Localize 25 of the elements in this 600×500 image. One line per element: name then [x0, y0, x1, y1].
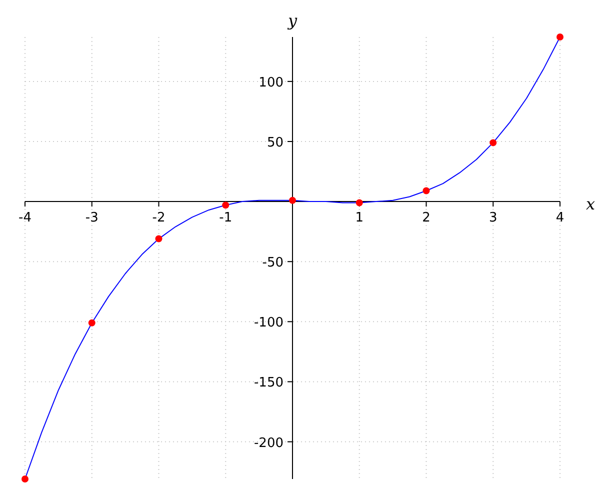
point	[289, 196, 296, 204]
point	[155, 235, 162, 242]
point	[556, 34, 564, 40]
point	[88, 319, 96, 326]
x-tick-label: 1	[355, 210, 364, 226]
point	[22, 476, 28, 482]
x-tick-label: -4	[18, 210, 32, 226]
point	[490, 139, 497, 146]
y-tick-label: -100	[254, 316, 284, 331]
y-tick-label: -150	[254, 376, 284, 391]
y-tick-label: -50	[262, 256, 284, 271]
x-tick-label: -1	[219, 210, 232, 226]
x-tick-label: 3	[488, 210, 498, 226]
x-tick-label: 2	[422, 210, 430, 226]
x-axis-title: x	[586, 194, 596, 214]
x-tick-label: -3	[85, 210, 98, 226]
point	[422, 187, 430, 194]
y-tick-label: -200	[254, 436, 284, 451]
y-tick-label: 100	[258, 75, 284, 90]
point	[222, 202, 230, 209]
x-tick-label: -2	[152, 210, 166, 226]
x-tick-label: 4	[556, 210, 564, 226]
y-tick-label: 50	[266, 135, 284, 150]
y-axis-title: y	[286, 11, 298, 30]
point	[356, 199, 363, 206]
